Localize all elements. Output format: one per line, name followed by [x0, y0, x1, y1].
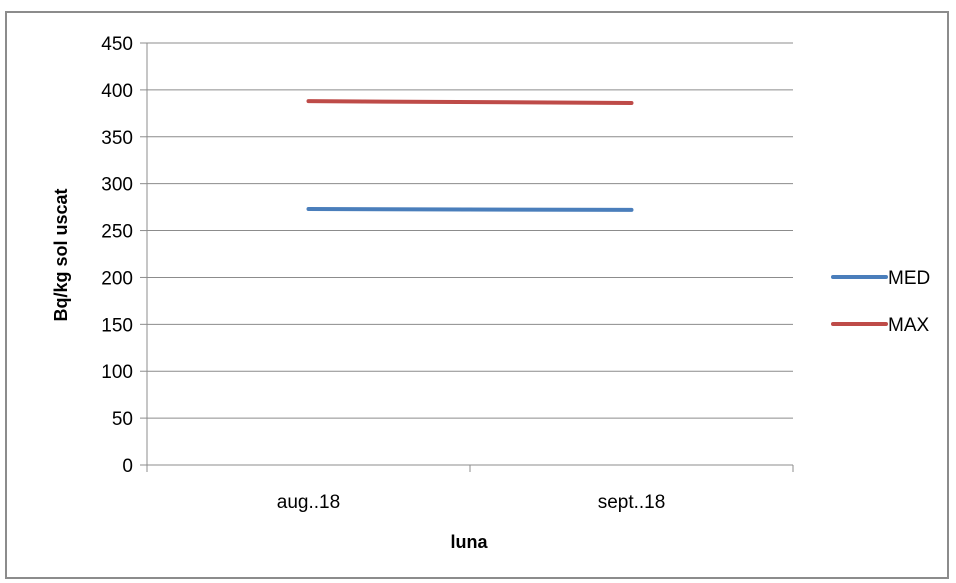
- y-tick-label: 250: [101, 222, 133, 243]
- y-tick-label: 150: [101, 315, 133, 336]
- chart-frame: [5, 11, 949, 579]
- x-axis-title: luna: [450, 532, 488, 552]
- series-line-med: [306, 206, 634, 212]
- gridlines: [140, 42, 793, 466]
- y-tick-labels: 0 50 100 150 200 250 300 350 400 450: [101, 34, 133, 477]
- y-tick-label: 50: [112, 409, 133, 430]
- x-tick-labels: aug..18 sept..18: [277, 492, 666, 513]
- y-tick-label: 200: [101, 268, 133, 289]
- series-line-max: [306, 99, 634, 106]
- series-lines: [306, 99, 634, 212]
- y-tick-label: 300: [101, 175, 133, 196]
- legend: MED MAX: [831, 268, 930, 336]
- y-axis-title: Bq/kg sol uscat: [51, 188, 71, 321]
- axes: [146, 43, 794, 472]
- y-tick-label: 400: [101, 81, 133, 102]
- legend-label-med: MED: [888, 268, 930, 289]
- legend-label-max: MAX: [888, 315, 930, 336]
- x-tick-label: aug..18: [277, 492, 340, 513]
- y-tick-label: 350: [101, 128, 133, 149]
- y-tick-label: 100: [101, 362, 133, 383]
- y-tick-label: 450: [101, 34, 133, 55]
- y-tick-label: 0: [122, 456, 133, 477]
- x-tick-label: sept..18: [598, 492, 666, 513]
